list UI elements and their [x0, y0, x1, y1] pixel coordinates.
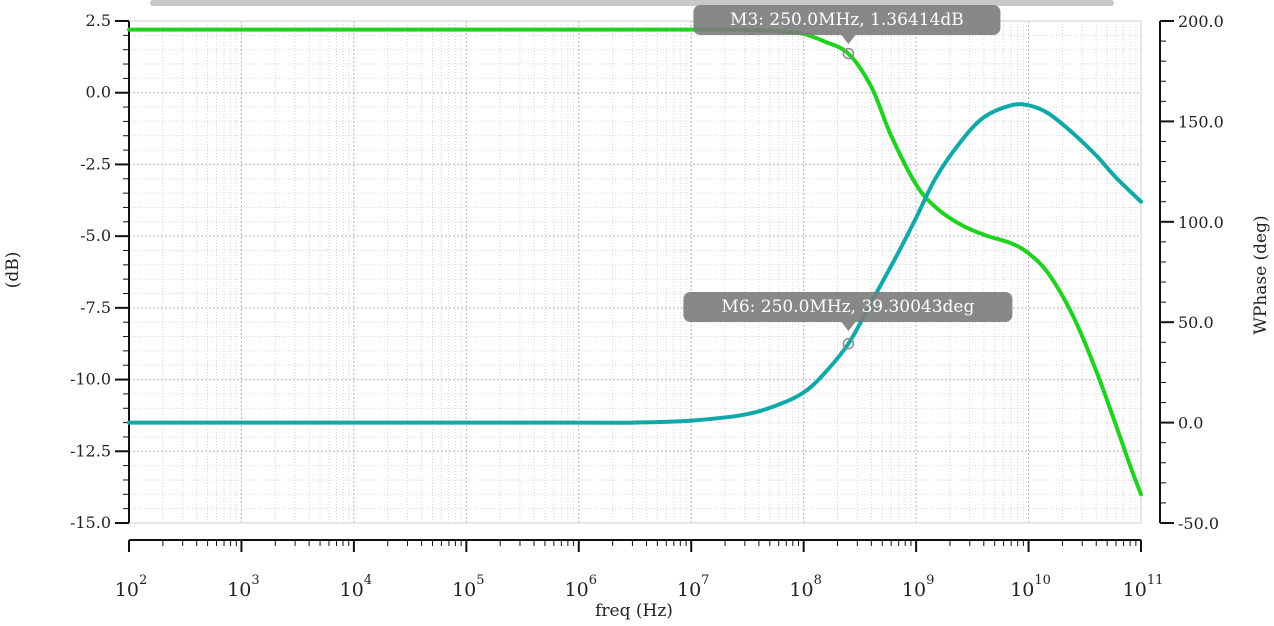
y-axis-left-title: (dB)	[3, 252, 23, 289]
phase-series-line	[127, 102, 1143, 425]
x-tick-label: 107	[677, 573, 709, 601]
y-left-tick-label: -2.5	[80, 154, 111, 173]
x-tick-label: 105	[452, 573, 484, 601]
y-left-tick-label: 0.0	[86, 83, 111, 102]
y-axis-right-title: WPhase (deg)	[1251, 215, 1271, 334]
marker-callout-pointer	[841, 35, 856, 44]
x-tick-label: 102	[115, 573, 147, 601]
marker-callout: M6: 250.0MHz, 39.30043deg	[683, 292, 1013, 350]
y-left-tick-label: 2.5	[86, 11, 111, 30]
y-left-tick-label: -5.0	[80, 226, 111, 245]
y-left-tick-label: -10.0	[70, 370, 111, 389]
axes: 2.5 0.0 -2.5 -5.0 -7.5 -10.0 -12.5 -15.0 200.0 15…	[70, 11, 1224, 601]
y-right-tick-label: 200.0	[1178, 12, 1224, 31]
y-left-tick-label: -12.5	[70, 441, 111, 460]
x-tick-label: 103	[227, 573, 259, 601]
gain-series-line	[127, 27, 1143, 497]
top-toolbar-edge	[150, 0, 1114, 6]
marker-callout: M3: 250.0MHz, 1.36414dB	[693, 5, 1001, 60]
y-right-tick-label: 50.0	[1178, 313, 1214, 332]
marker-point	[842, 337, 855, 350]
x-tick-label: 109	[902, 573, 934, 601]
major-grid	[129, 21, 1141, 523]
x-tick-label: 1011	[1123, 573, 1164, 601]
x-tick-label: 104	[340, 573, 372, 601]
marker-layer: M3: 250.0MHz, 1.36414dB M6: 250.0MHz, 39.…	[683, 5, 1013, 350]
y-left-tick-label: -7.5	[80, 298, 111, 317]
x-tick-label: 106	[565, 573, 597, 601]
marker-callout-box	[693, 5, 1001, 35]
y-right-tick-label: 0.0	[1178, 414, 1203, 433]
marker-label: M6: 250.0MHz, 39.30043deg	[721, 297, 974, 317]
y-right-tick-label: 150.0	[1178, 112, 1224, 131]
x-tick-label: 108	[789, 573, 821, 601]
x-axis-title: freq (Hz)	[595, 601, 673, 621]
x-tick-label: 1010	[1010, 573, 1051, 601]
series-layer	[127, 27, 1143, 497]
marker-callout-pointer	[841, 322, 856, 331]
y-right-tick-label: 100.0	[1178, 213, 1224, 232]
y-right-tick-label: -50.0	[1178, 514, 1219, 533]
marker-callout-box	[683, 292, 1013, 322]
marker-label: M3: 250.0MHz, 1.36414dB	[730, 10, 964, 30]
marker-point	[842, 47, 855, 60]
y-left-tick-label: -15.0	[70, 513, 111, 532]
